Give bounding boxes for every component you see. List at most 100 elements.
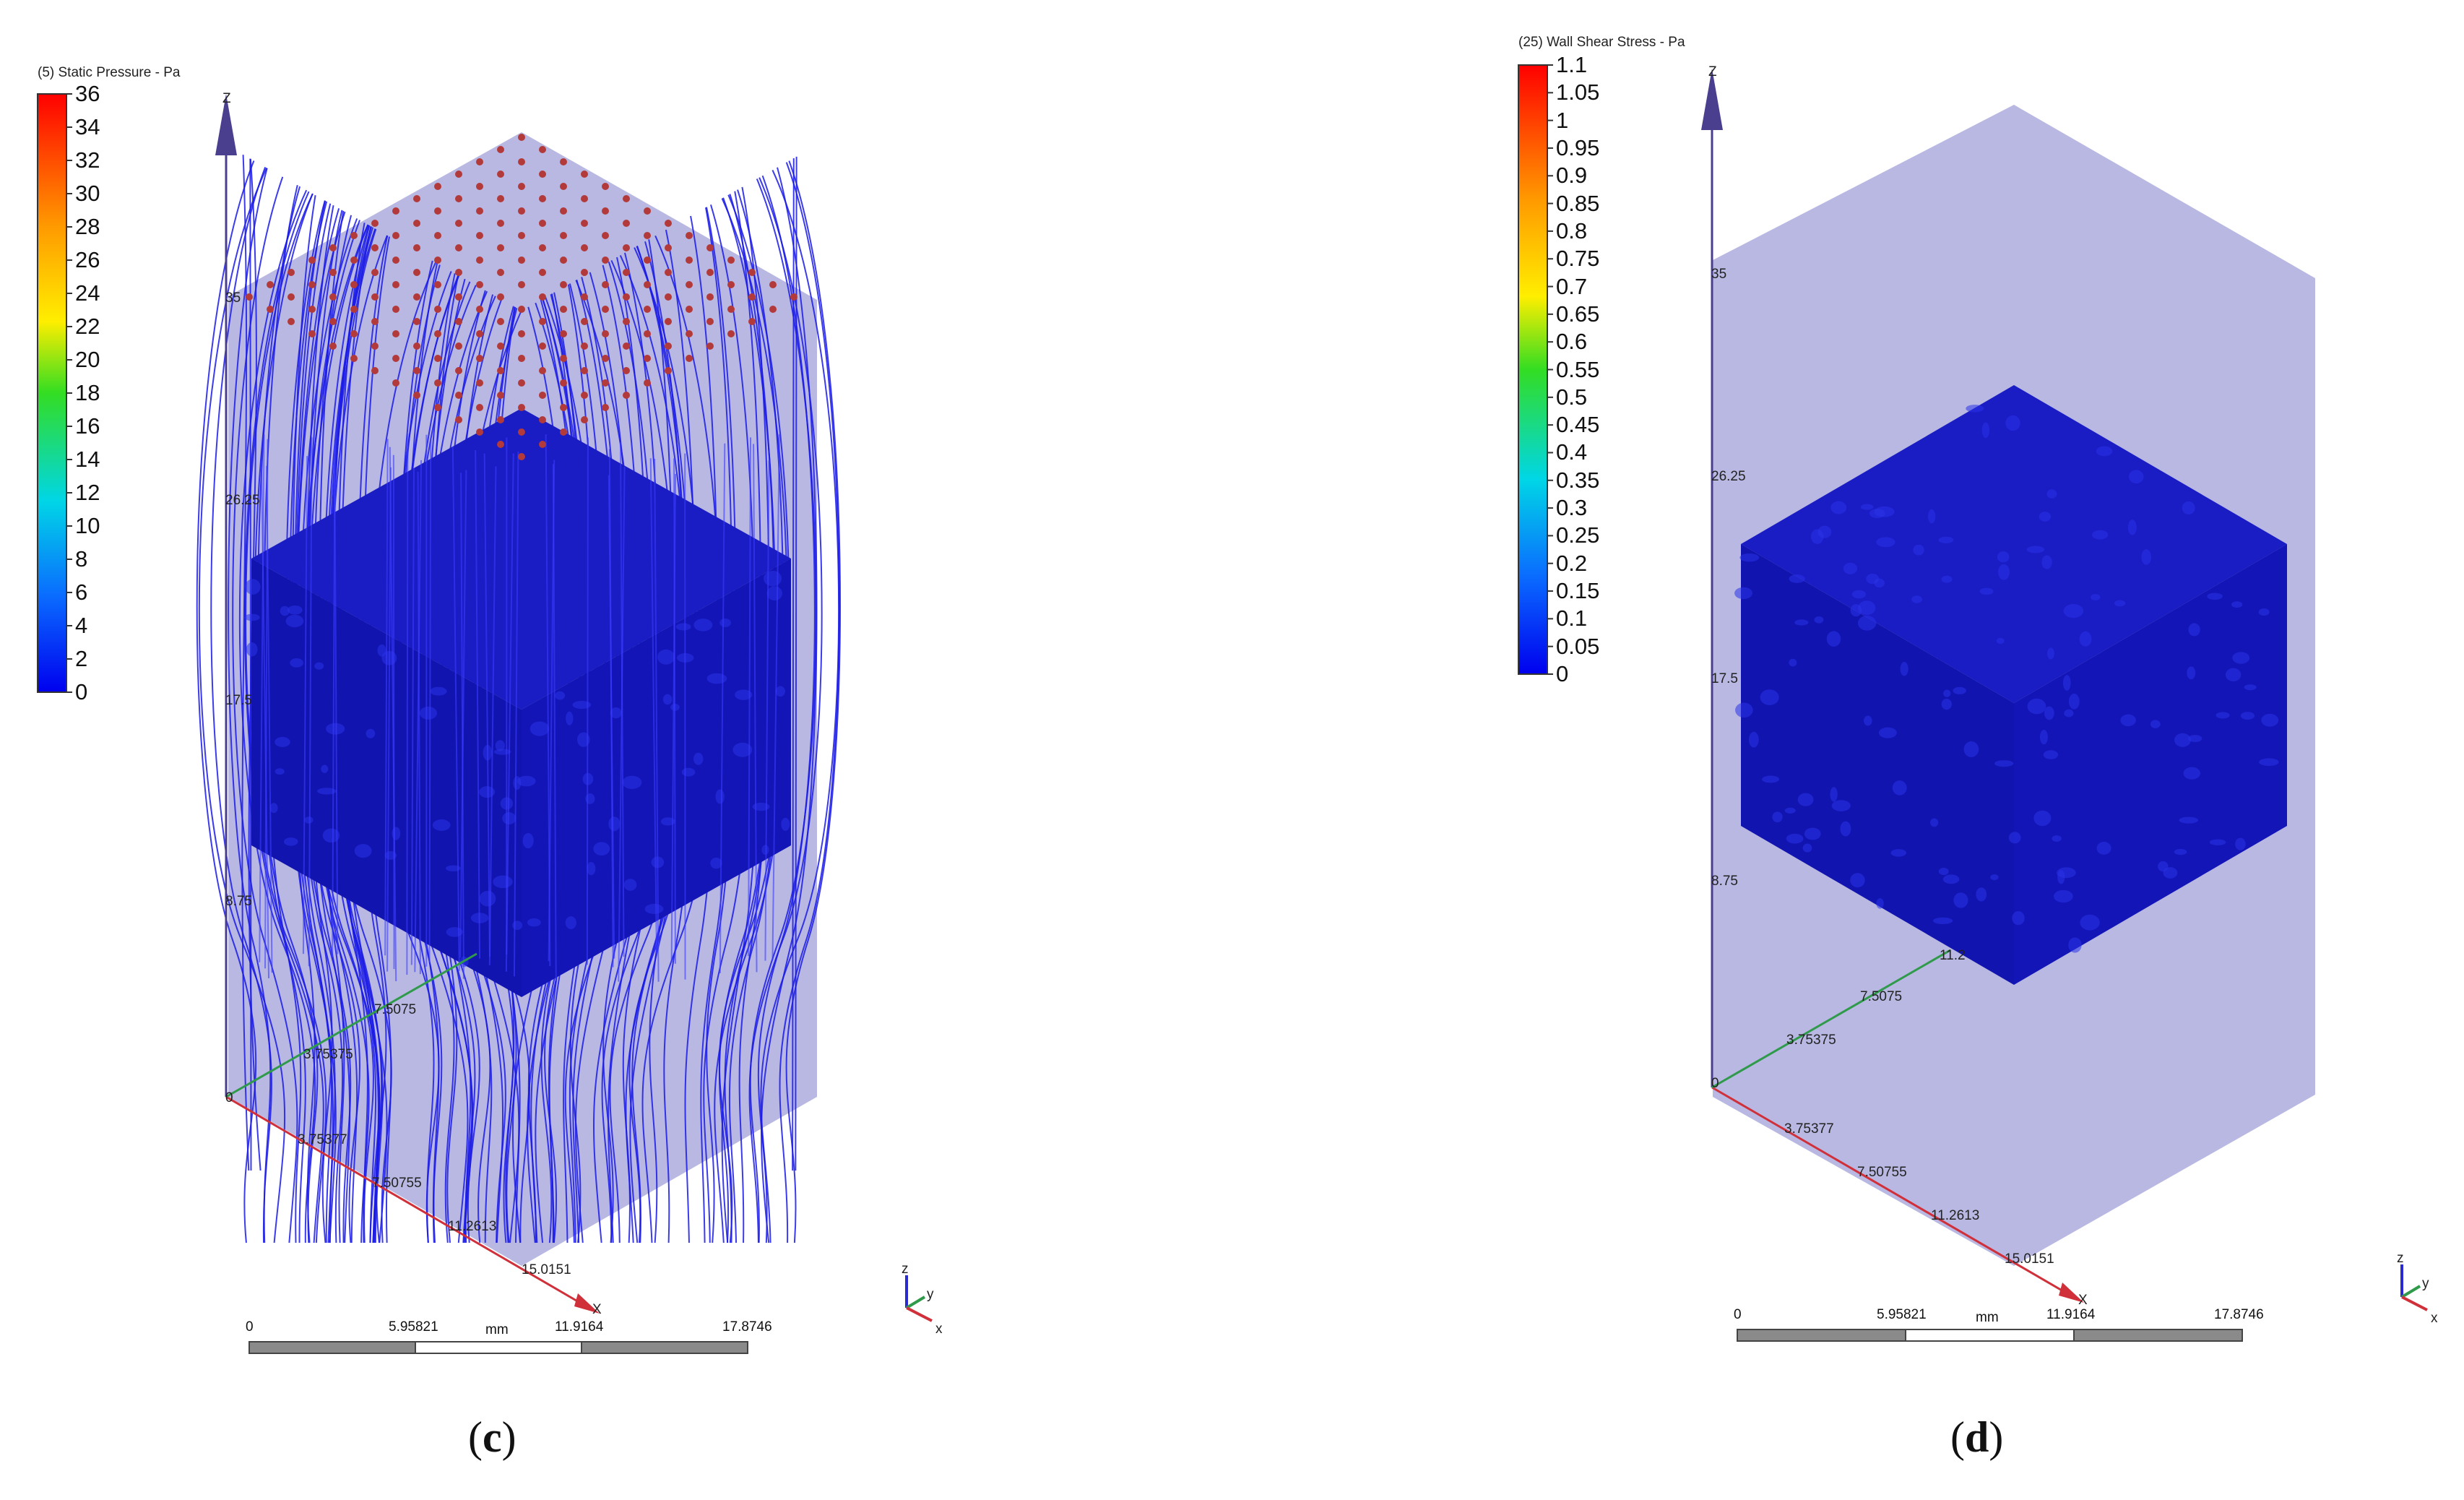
x-axis-letter: X [2078,1293,2088,1308]
pore [1976,887,1987,902]
seed-point [581,293,588,301]
pore [1734,587,1752,600]
pore [285,614,304,628]
legend-label: 4 [75,613,88,638]
legend-label: 6 [75,579,88,605]
pore [269,803,278,814]
seed-point [455,293,462,301]
seed-point [665,367,672,374]
pore [622,775,642,789]
seed-point [539,392,546,399]
streamline [483,453,490,957]
pore [1874,578,1885,588]
seed-point [581,318,588,325]
seed-point [623,342,630,350]
seed-point [308,306,316,313]
legend-label: 0.6 [1556,329,1588,355]
pore [354,844,372,858]
seed-point [497,293,504,301]
seed-point [539,441,546,448]
pore [321,764,329,773]
scale-unit: mm [1976,1310,1999,1325]
streamline [254,193,319,1243]
streamline [771,434,780,961]
pore [2080,914,2100,931]
seed-point [497,244,504,251]
seed-point [413,392,420,399]
seed-point [665,220,672,227]
pore [1869,508,1885,518]
seed-point [518,134,525,141]
legend-label: 0 [1556,661,1569,686]
legend-label: 0.3 [1556,495,1588,521]
viewport-c: Z X 35 26.25 17.5 8.75 0 3.75375 7.5075 … [37,91,943,1354]
pore [2012,911,2025,926]
pore [512,921,523,931]
pore [245,579,261,595]
seed-point [518,232,525,239]
seed-point [581,342,588,350]
seed-point [665,244,672,251]
x-tick: 3.75377 [298,1132,347,1147]
pore [2182,501,2195,515]
pore [1851,590,1867,599]
seed-point [539,269,546,276]
x-axis [1711,1086,2074,1298]
pore [1748,731,1759,748]
pore [529,721,550,736]
pore [2053,889,2073,903]
seed-point [329,342,337,350]
seed-point [518,404,525,411]
seed-point [706,293,714,301]
pore [2027,698,2046,715]
seed-point [497,220,504,227]
seed-point [644,207,651,215]
pore [2258,608,2270,616]
pore [1892,780,1907,796]
streamline [241,155,250,1171]
scale-label: 0 [246,1319,254,1335]
legend-label: 0.85 [1556,190,1600,216]
seed-point [497,342,504,350]
seed-point [329,293,337,301]
legend-label: 0.9 [1556,163,1588,189]
seed-point [602,379,609,387]
pore [1794,619,1809,626]
x-tick: 15.0151 [2005,1251,2054,1267]
block-pores [244,570,790,967]
z-tick: 17.5 [1711,671,1738,686]
pore [1804,827,1821,840]
pore [566,711,574,725]
pore [1735,702,1753,718]
legend-label: 16 [75,413,100,439]
pore [2207,592,2223,600]
seed-point [455,367,462,374]
seed-point [350,232,358,239]
pore [2128,470,2144,484]
pore [2187,666,2196,680]
x-tick: 11.2613 [1931,1208,1979,1223]
pore [2079,631,2092,647]
block-pores [1734,405,2279,953]
pore [766,586,782,601]
seed-point [581,269,588,276]
pore [2039,730,2048,745]
pore [2150,720,2161,728]
seed-point [288,293,295,301]
seed-point [476,404,483,411]
pore [493,875,513,889]
streamline [779,162,840,1243]
legend-label: 1 [1556,107,1569,133]
streamline [334,462,339,954]
pore [2141,549,2152,565]
pore [623,879,637,891]
streamline [795,156,797,1171]
pore [430,686,447,696]
seed-point [602,257,609,264]
seed-point [350,306,358,313]
seed-point [392,207,399,215]
seed-point [560,281,567,288]
seed-point [581,195,588,202]
seed-point [644,330,651,337]
streamline [308,437,313,967]
